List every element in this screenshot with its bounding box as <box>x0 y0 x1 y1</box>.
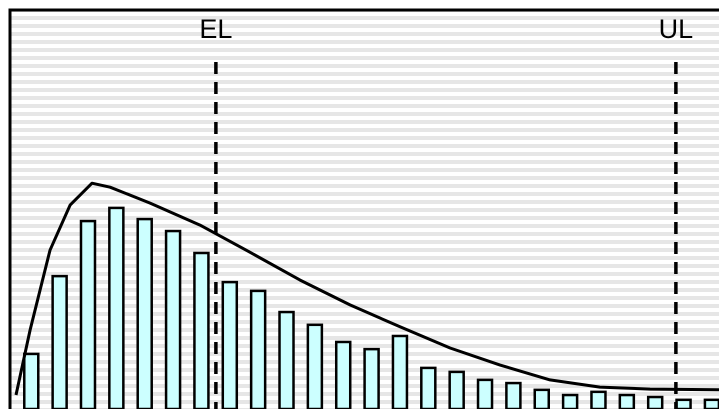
plot-frame <box>8 8 719 409</box>
bar <box>646 395 664 409</box>
bar <box>533 388 550 409</box>
bar <box>420 366 437 409</box>
bar <box>505 381 522 409</box>
plot-background <box>10 10 719 409</box>
bar <box>618 393 636 409</box>
bar <box>391 334 409 409</box>
bar <box>278 310 295 409</box>
bar <box>590 390 607 409</box>
bar <box>675 398 692 409</box>
bar <box>561 393 579 409</box>
bar <box>164 229 182 409</box>
bar <box>79 219 97 409</box>
marks: EL UL <box>14 14 719 409</box>
bar <box>306 323 324 409</box>
bar <box>193 251 210 409</box>
density-curve <box>14 181 719 396</box>
bar <box>448 370 465 409</box>
bar <box>108 206 125 409</box>
bar <box>334 340 352 409</box>
limit-label: EL <box>199 14 232 44</box>
bar <box>51 274 68 409</box>
bar <box>221 280 239 409</box>
bar <box>363 347 380 409</box>
bar <box>136 217 153 409</box>
bar <box>476 378 494 409</box>
limit-label: UL <box>659 14 694 44</box>
bar <box>23 352 40 409</box>
bar <box>703 398 719 409</box>
bar <box>249 289 267 409</box>
